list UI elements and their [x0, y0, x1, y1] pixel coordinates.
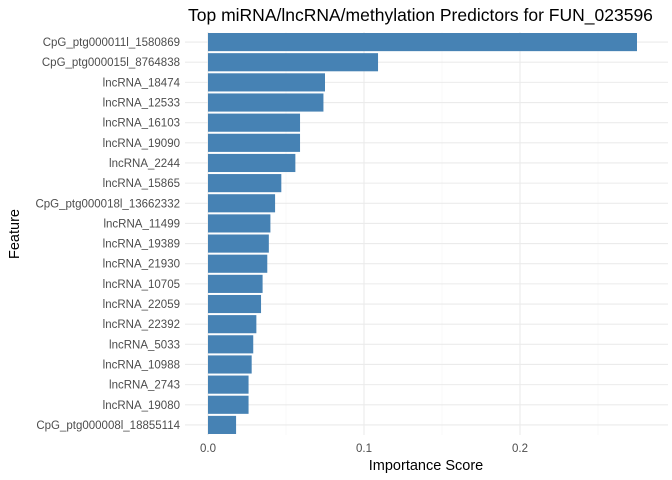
bar: [208, 113, 301, 132]
y-tick-label: lncRNA_11499: [103, 218, 180, 230]
x-tick-label: 0.1: [356, 443, 372, 455]
bar: [208, 315, 257, 334]
y-tick-labels: CpG_ptg000011l_1580869 CpG_ptg000015l_876…: [35, 37, 180, 432]
y-axis-label: Feature: [7, 209, 23, 259]
y-tick-label: CpG_ptg000018l_13662332: [35, 198, 180, 210]
grid: [185, 32, 668, 435]
y-tick-label: lncRNA_10705: [103, 279, 180, 291]
bar: [208, 194, 276, 213]
bar: [208, 254, 268, 273]
y-tick-label: lncRNA_18474: [103, 77, 181, 89]
y-tick-label: lncRNA_21930: [103, 259, 180, 271]
y-tick-label: CpG_ptg000015l_8764838: [42, 57, 180, 69]
y-tick-label: lncRNA_10988: [103, 359, 180, 371]
x-tick-labels: 0.0 0.1 0.2: [200, 443, 528, 455]
x-tick-label: 0.2: [512, 443, 528, 455]
y-tick-label: lncRNA_19080: [103, 400, 180, 412]
y-tick-label: lncRNA_5033: [109, 339, 180, 351]
bar: [208, 53, 379, 72]
bar: [208, 214, 271, 233]
bar: [208, 93, 324, 112]
y-tick-label: lncRNA_15865: [103, 178, 180, 190]
y-tick-label: lncRNA_2244: [109, 158, 181, 170]
x-tick-label: 0.0: [200, 443, 216, 455]
y-tick-label: lncRNA_22392: [103, 319, 180, 331]
y-tick-label: lncRNA_2743: [109, 380, 180, 392]
bar: [208, 234, 269, 253]
bar: [208, 294, 262, 314]
y-tick-label: lncRNA_22059: [103, 299, 180, 311]
y-tick-label: CpG_ptg000008l_18855114: [36, 420, 180, 432]
y-tick-label: lncRNA_16103: [103, 118, 180, 130]
bar: [208, 355, 252, 374]
bar: [208, 375, 249, 394]
bar: [208, 395, 249, 414]
bar: [208, 335, 254, 354]
y-tick-label: lncRNA_12533: [103, 98, 180, 110]
chart-title: Top miRNA/lncRNA/methylation Predictors …: [188, 5, 653, 26]
y-tick-label: lncRNA_19090: [103, 138, 180, 150]
bar: [208, 415, 237, 434]
bar: [208, 174, 282, 193]
x-axis-label: Importance Score: [369, 458, 483, 474]
bar: [208, 133, 301, 152]
bar: [208, 33, 637, 52]
bars: [208, 33, 637, 434]
bar: [208, 153, 296, 173]
y-tick-label: lncRNA_19389: [103, 239, 180, 251]
y-tick-label: CpG_ptg000011l_1580869: [43, 37, 180, 49]
bar: [208, 73, 325, 92]
bar: [208, 274, 263, 293]
